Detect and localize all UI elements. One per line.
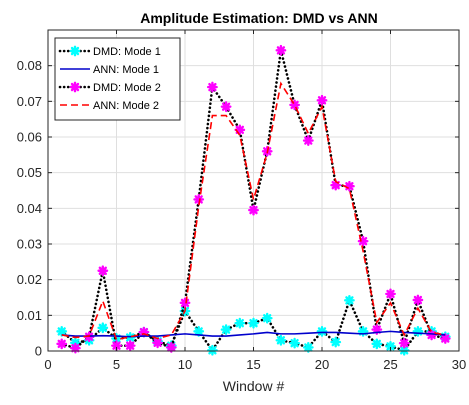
y-tick-label: 0.07 [17,94,42,109]
data-point-dmd-mode-2 [344,180,355,192]
data-point-dmd-mode-1 [248,317,259,329]
data-point-dmd-mode-1 [316,325,328,337]
series-line-ann-mode-1 [61,330,446,338]
legend-label-ann-mode-1: ANN: Mode 1 [93,64,159,76]
data-point-dmd-mode-2 [412,294,424,306]
data-point-dmd-mode-2 [193,194,205,205]
x-tick-label: 0 [44,357,51,372]
data-point-dmd-mode-2 [69,342,81,354]
legend-marker-dmd-mode-1 [69,45,81,57]
data-point-dmd-mode-2 [124,340,136,352]
legend-label-dmd-mode-2: DMD: Mode 2 [93,82,161,94]
data-point-dmd-mode-2 [206,81,218,93]
x-tick-label: 30 [452,357,466,372]
data-point-dmd-mode-1 [371,338,383,350]
y-tick-label: 0.02 [17,272,42,287]
series-line-ann-mode-2 [61,81,446,341]
data-point-dmd-mode-1 [220,324,232,335]
data-point-dmd-mode-1 [56,325,68,337]
legend: DMD: Mode 1 ANN: Mode 1 DMD: Mode 2 ANN: Mo… [54,37,181,121]
legend-label-ann-mode-2: ANN: Mode 2 [93,100,159,112]
data-point-dmd-mode-2 [220,101,232,113]
y-tick-label: 0.05 [17,165,42,180]
data-point-dmd-mode-2 [56,338,68,350]
data-point-dmd-mode-2 [234,124,246,136]
data-point-dmd-mode-1 [275,334,287,346]
data-point-dmd-mode-1 [344,294,355,306]
data-point-dmd-mode-1 [206,344,218,356]
y-tick-label: 0 [35,344,42,359]
legend-label-dmd-mode-1: DMD: Mode 1 [93,46,161,58]
data-point-dmd-mode-1 [302,342,314,353]
data-point-dmd-mode-2 [302,135,314,146]
x-tick-label: 5 [113,357,120,372]
data-point-dmd-mode-2 [111,340,122,352]
data-point-dmd-mode-1 [97,322,109,334]
x-axis-label: Window # [223,378,285,394]
data-point-dmd-mode-2 [426,329,437,341]
data-point-dmd-mode-2 [385,288,396,300]
data-point-dmd-mode-2 [165,342,177,353]
data-point-dmd-mode-1 [385,340,396,352]
y-tick-label: 0.04 [17,201,42,216]
data-point-dmd-mode-2 [316,94,328,106]
data-point-dmd-mode-1 [412,325,424,337]
series-layer [56,44,451,356]
x-tick-label: 25 [383,357,397,372]
data-point-dmd-mode-1 [234,317,246,329]
y-tick-label: 0.06 [17,130,42,145]
axis-ticks: 0 5 10 15 20 25 30 0 0.01 0.02 0.03 0.04 0.05 0.06 0.0… [17,30,466,372]
data-point-dmd-mode-1 [289,337,300,349]
y-tick-label: 0.01 [17,308,42,323]
legend-marker-dmd-mode-2 [69,81,81,93]
data-point-dmd-mode-2 [152,337,164,349]
x-tick-label: 10 [178,357,192,372]
chart-title: Amplitude Estimation: DMD vs ANN [140,10,378,26]
data-point-dmd-mode-2 [179,297,191,309]
y-tick-label: 0.03 [17,237,42,252]
grid [48,30,459,351]
data-point-dmd-mode-1 [261,312,273,324]
data-point-dmd-mode-2 [439,333,451,344]
data-point-dmd-mode-2 [97,265,109,277]
data-point-dmd-mode-2 [289,99,300,111]
y-tick-label: 0.08 [17,58,42,73]
data-point-dmd-mode-2 [275,44,287,56]
x-tick-label: 15 [246,357,260,372]
data-point-dmd-mode-1 [330,336,342,348]
data-point-dmd-mode-2 [248,204,259,216]
x-tick-label: 20 [315,357,329,372]
data-point-dmd-mode-2 [398,337,410,349]
